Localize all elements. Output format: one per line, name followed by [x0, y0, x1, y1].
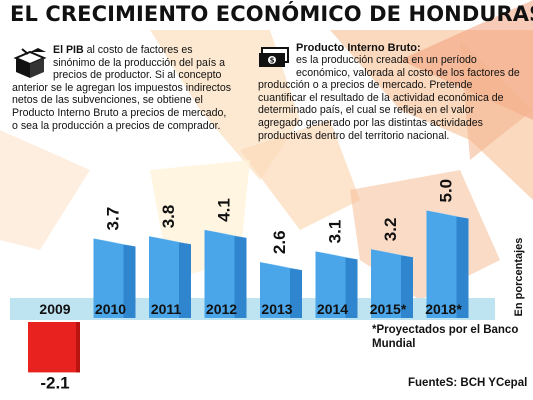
box-icon: [13, 48, 47, 78]
category-label-2010: 2010: [95, 301, 126, 317]
svg-text:$: $: [270, 57, 275, 65]
category-label-2015: 2015*: [370, 301, 407, 317]
bar-side: [179, 242, 191, 318]
value-label-2014: 3.1: [326, 220, 345, 244]
pib-definition: El PIB al costo de factores es sinónimo …: [12, 44, 234, 132]
bar-top: [204, 229, 247, 238]
bar-2010: [93, 238, 124, 318]
bar-2009: [28, 322, 80, 373]
bar-2014: [315, 251, 346, 318]
bar-top: [260, 262, 302, 271]
value-label-2015: 3.2: [381, 218, 400, 242]
pib-text: al costo de factores es sinónimo de la p…: [12, 44, 232, 132]
value-label-2011: 3.8: [159, 205, 178, 229]
bar-side: [401, 255, 413, 318]
bar-top: [149, 236, 191, 245]
pib-interno-text: es la producción creada en un período ec…: [258, 54, 520, 142]
pib-term: El PIB: [53, 44, 84, 56]
value-label-2009: -2.1: [40, 373, 69, 392]
bar-2013: [260, 262, 290, 318]
category-label-2013: 2013: [261, 301, 292, 317]
bar-2018: [426, 210, 457, 318]
bar-2015: [371, 249, 401, 318]
category-label-2014: 2014: [317, 301, 348, 317]
bar-side: [456, 216, 469, 318]
pib-interno-term: Producto Interno Bruto:: [296, 42, 421, 54]
bar-side: [123, 244, 136, 318]
projection-footnote: *Proyectados por el Banco Mundial: [372, 324, 519, 350]
value-label-2012: 4.1: [215, 198, 234, 222]
page-title: EL CRECIMIENTO ECONÓMICO DE HONDURAS: [10, 2, 533, 26]
category-label-2009: 2009: [39, 301, 70, 317]
bar-top: [93, 238, 136, 247]
bar-top: [315, 251, 358, 260]
bar-2012: [204, 229, 235, 318]
bar-top: [426, 210, 469, 219]
value-label-2018: 5.0: [437, 179, 456, 203]
category-label-2018: 2018*: [425, 301, 462, 317]
value-label-2010: 3.7: [104, 207, 123, 231]
money-icon: $: [259, 47, 289, 67]
bar-side: [345, 257, 358, 318]
bar-2011: [149, 236, 179, 318]
source-note: FuenteS: BCH YCepal: [408, 377, 528, 389]
pib-interno-definition: $ Producto Interno Bruto: es la producci…: [258, 42, 520, 142]
axis-band: [10, 298, 495, 320]
bar-side: [290, 268, 302, 318]
bar-side: [234, 235, 247, 318]
bar-top: [371, 249, 413, 258]
category-label-2012: 2012: [206, 301, 237, 317]
value-label-2013: 2.6: [270, 230, 289, 254]
category-label-2011: 2011: [151, 301, 182, 317]
y-axis-label: En porcentajes: [513, 237, 525, 317]
bar-side: [76, 322, 80, 373]
